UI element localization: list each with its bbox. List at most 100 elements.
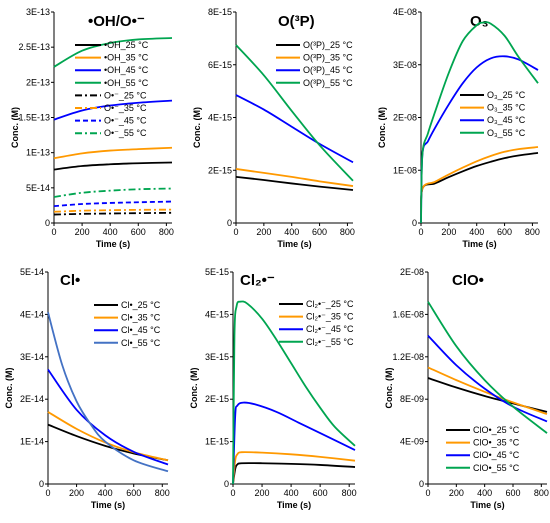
y-tick-label: 4E-08 xyxy=(393,7,417,17)
y-axis-label: Conc. (M) xyxy=(10,107,20,148)
x-tick-label: 600 xyxy=(312,227,327,237)
x-axis-label: Time (s) xyxy=(277,500,311,510)
chart-title: Cl₂•⁻ xyxy=(240,272,275,289)
y-tick-label: 3E-14 xyxy=(20,352,44,362)
series-line xyxy=(47,411,169,462)
series-line xyxy=(420,151,539,224)
y-axis-label: Conc. (M) xyxy=(192,107,202,148)
y-tick-label: 5E-14 xyxy=(26,183,50,193)
y-axis-label: Conc. (M) xyxy=(4,368,14,409)
legend-label: Cl₂•⁻_25 °C xyxy=(306,299,354,309)
chart-clo: 0 4E-09 8E-09 1.2E-08 1.6E-08 2E-08 0 200 400 600… xyxy=(384,267,549,510)
legend-label: Cl₂•⁻_45 °C xyxy=(306,324,354,334)
series-line xyxy=(232,462,356,485)
y-tick-label: 0 xyxy=(412,218,417,228)
x-tick-label: 400 xyxy=(477,488,492,498)
x-tick-label: 200 xyxy=(69,488,84,498)
y-tick-label: 1E-08 xyxy=(393,165,417,175)
x-tick-label: 800 xyxy=(534,488,549,498)
series-line xyxy=(427,334,548,423)
x-tick-label: 800 xyxy=(340,227,355,237)
legend-label: ClO•_55 °C xyxy=(473,463,520,473)
legend-label: ClO•_35 °C xyxy=(473,438,520,448)
legend-label: O₃_55 °C xyxy=(487,128,526,138)
y-tick-label: 3E-13 xyxy=(26,7,50,17)
y-axis-label: Conc. (M) xyxy=(384,368,394,409)
y-tick-label: 8E-15 xyxy=(208,7,232,17)
legend-label: Cl•_25 °C xyxy=(121,300,161,310)
series-line xyxy=(232,300,356,485)
x-tick-label: 600 xyxy=(131,227,146,237)
y-tick-label: 5E-15 xyxy=(205,267,229,277)
legend-label: O•⁻_45 °C xyxy=(104,116,147,126)
x-axis-label: Time (s) xyxy=(91,500,125,510)
x-tick-label: 200 xyxy=(255,488,270,498)
legend-label: O(³P)_55 °C xyxy=(303,78,353,88)
x-tick-label: 800 xyxy=(155,488,170,498)
x-axis-label: Time (s) xyxy=(462,239,496,249)
legend: O(³P)_25 °C O(³P)_35 °C O(³P)_45 °C O(³P)_5… xyxy=(276,40,353,88)
y-tick-label: 1.6E-08 xyxy=(392,309,424,319)
series-line xyxy=(53,161,173,171)
y-tick-label: 0 xyxy=(227,218,232,228)
y-tick-label: 2E-08 xyxy=(400,267,424,277)
series-line xyxy=(53,200,173,208)
legend-label: Cl₂•⁻_35 °C xyxy=(306,312,354,322)
legend-label: O₃_25 °C xyxy=(487,90,526,100)
legend: ClO•_25 °C ClO•_35 °C ClO•_45 °C ClO•_55 °C xyxy=(446,425,520,473)
y-tick-label: 4E-15 xyxy=(208,113,232,123)
series-line xyxy=(47,423,169,462)
x-tick-label: 800 xyxy=(342,488,357,498)
legend-label: Cl•_45 °C xyxy=(121,325,161,335)
series-line xyxy=(420,146,539,224)
legend-label: O(³P)_35 °C xyxy=(303,53,353,63)
y-axis-label: Conc. (M) xyxy=(377,107,387,148)
x-tick-label: 600 xyxy=(497,227,512,237)
y-tick-label: 1E-13 xyxy=(26,148,50,158)
series-line xyxy=(420,55,539,224)
y-tick-label: 2E-14 xyxy=(20,394,44,404)
legend-label: •OH_35 °C xyxy=(104,53,149,63)
y-tick-label: 0 xyxy=(224,479,229,489)
y-axis-label: Conc. (M) xyxy=(189,368,199,409)
chart-title: Cl• xyxy=(60,272,80,289)
legend-label: •OH_55 °C xyxy=(104,78,149,88)
y-tick-label: 3E-08 xyxy=(393,60,417,70)
y-tick-label: 4E-15 xyxy=(205,309,229,319)
y-tick-label: 1E-15 xyxy=(205,437,229,447)
series-line xyxy=(235,44,354,182)
y-tick-label: 0 xyxy=(39,479,44,489)
x-tick-label: 800 xyxy=(159,227,174,237)
legend-label: O•⁻_35 °C xyxy=(104,103,147,113)
y-tick-label: 0 xyxy=(419,479,424,489)
legend: Cl₂•⁻_25 °C Cl₂•⁻_35 °C Cl₂•⁻_45 °C Cl₂•⁻_5… xyxy=(279,299,354,347)
x-tick-label: 400 xyxy=(103,227,118,237)
series-line xyxy=(232,401,356,485)
y-tick-label: 2E-08 xyxy=(393,113,417,123)
x-axis-label: Time (s) xyxy=(470,500,504,510)
y-tick-label: 1.2E-08 xyxy=(392,352,424,362)
x-axis-label: Time (s) xyxy=(96,239,130,249)
chart-cl2: 0 1E-15 2E-15 3E-15 4E-15 5E-15 0 200 400 600 800 T… xyxy=(189,267,357,510)
y-tick-label: 2E-15 xyxy=(205,394,229,404)
series-line xyxy=(232,451,356,485)
y-tick-label: 3E-15 xyxy=(205,352,229,362)
x-tick-label: 400 xyxy=(469,227,484,237)
series-line xyxy=(53,211,173,216)
chart-o3p: 0 2E-15 4E-15 6E-15 8E-15 0 200 400 600 800 Time (… xyxy=(192,7,355,249)
chart-oh: 0 5E-14 1E-13 1.5E-13 2E-13 2.5E-13 3E-13 0 200 4… xyxy=(10,7,174,249)
legend: O₃_25 °C O₃_35 °C O₃_45 °C O₃_55 °C xyxy=(460,90,526,138)
series-line xyxy=(47,368,169,466)
legend-label: Cl•_55 °C xyxy=(121,338,161,348)
series-line xyxy=(47,312,169,473)
series-line xyxy=(235,168,354,187)
legend-label: Cl•_35 °C xyxy=(121,313,161,323)
legend-label: •OH_25 °C xyxy=(104,40,149,50)
x-tick-label: 800 xyxy=(525,227,540,237)
x-tick-label: 600 xyxy=(313,488,328,498)
y-tick-label: 2E-13 xyxy=(26,77,50,87)
x-tick-label: 400 xyxy=(98,488,113,498)
x-tick-label: 200 xyxy=(256,227,271,237)
y-tick-label: 1E-14 xyxy=(20,437,44,447)
y-tick-label: 2E-15 xyxy=(208,165,232,175)
